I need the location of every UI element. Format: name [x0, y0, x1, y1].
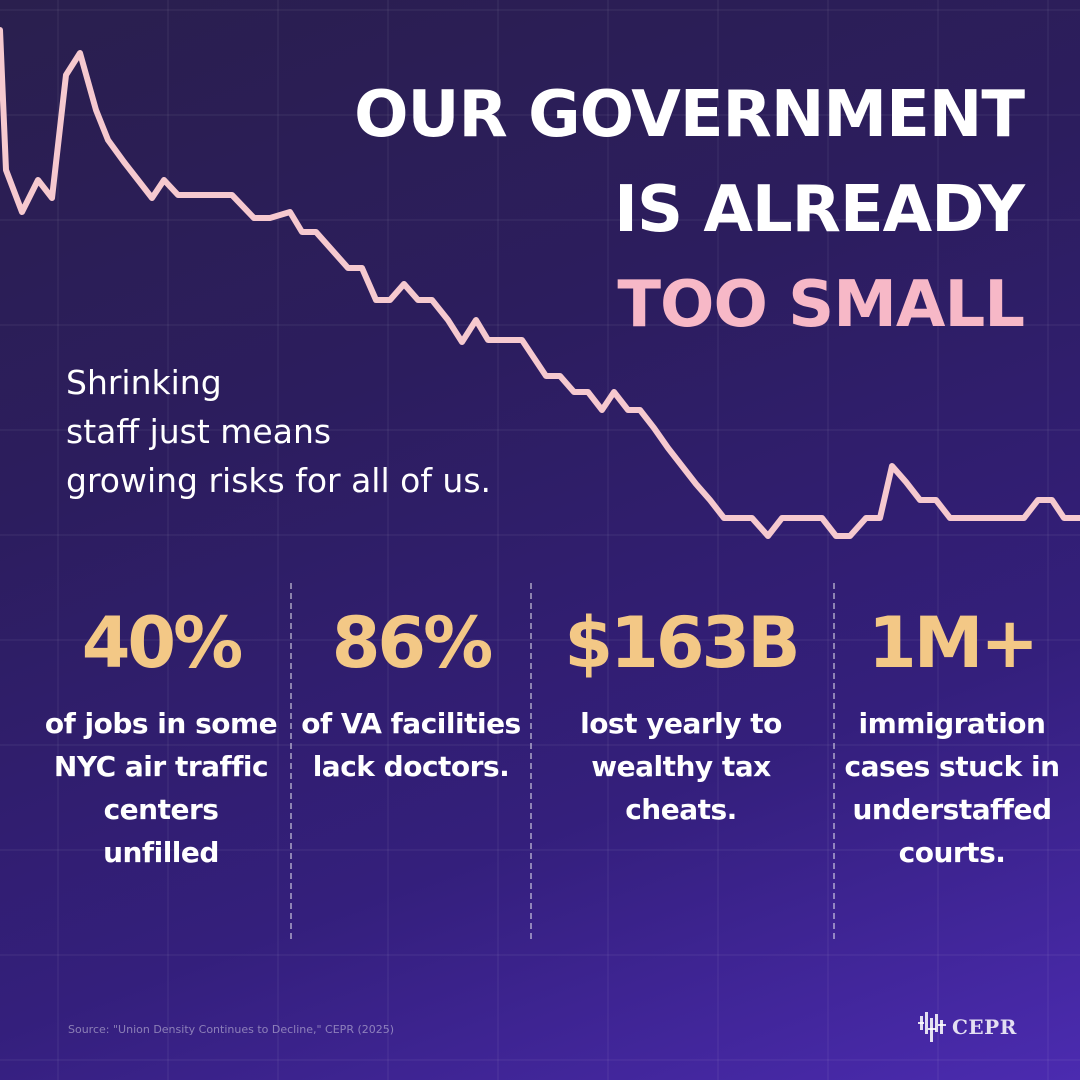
logo-text: CEPR: [952, 1015, 1017, 1039]
headline-line-2: IS ALREADY: [614, 173, 1025, 247]
stat-va-facilities: 86% of VA facilities lack doctors.: [292, 598, 530, 788]
stat-value: 1M+: [867, 602, 1039, 684]
trend-line: [0, 27, 1080, 539]
stat-value: 86%: [331, 602, 494, 684]
headline-line-1: OUR GOVERNMENT: [354, 78, 1025, 152]
stat-immigration-cases: 1M+ immigration cases stuck in understaf…: [833, 598, 1071, 874]
source-citation: Source: "Union Density Continues to Decl…: [68, 1023, 395, 1036]
cepr-bars-icon: [918, 1012, 946, 1042]
subtitle: Shrinking staff just means growing risks…: [66, 363, 492, 500]
stat-description: immigration cases stuck in understaffed …: [844, 707, 1060, 869]
stat-air-traffic: 40% of jobs in some NYC air traffic cent…: [42, 598, 280, 874]
stat-divider: [833, 583, 835, 939]
stat-value: 40%: [81, 602, 244, 684]
stat-description: lost yearly to wealthy tax cheats.: [580, 707, 782, 826]
stat-description: of jobs in some NYC air traffic centers …: [44, 707, 278, 869]
stat-divider: [530, 583, 532, 939]
stat-divider: [290, 583, 292, 939]
stat-value: $163B: [564, 602, 800, 684]
stat-tax-cheats: $163B lost yearly to wealthy tax cheats.: [562, 598, 800, 831]
stat-description: of VA facilities lack doctors.: [301, 707, 521, 783]
headline-line-3-highlight: TOO SMALL: [617, 268, 1025, 342]
